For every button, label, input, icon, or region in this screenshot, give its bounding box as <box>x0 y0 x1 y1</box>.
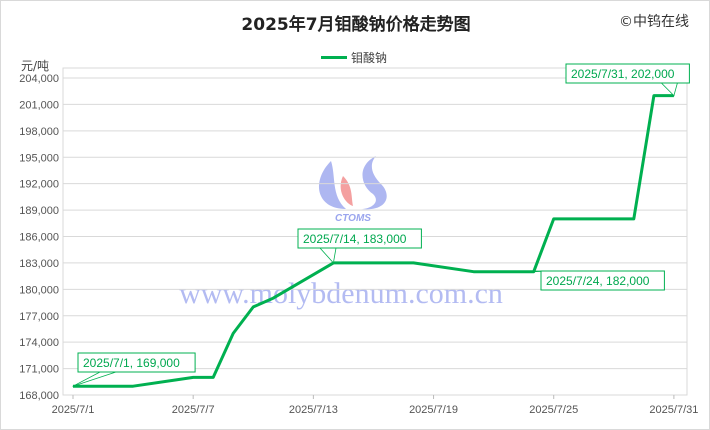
logo-text: CTOMS <box>335 213 371 224</box>
legend: 钼酸钠 <box>321 49 387 66</box>
annotation-box <box>565 63 690 84</box>
logo-mid-shape <box>340 176 353 206</box>
y-tick-label: 171,000 <box>19 364 59 376</box>
legend-label: 钼酸钠 <box>351 51 388 65</box>
copyright: ©中钨在线 <box>619 14 689 30</box>
data-point <box>372 262 374 264</box>
x-tick-label: 2025/7/31 <box>649 404 698 416</box>
data-point <box>653 95 655 97</box>
y-axis-label: 元/吨 <box>21 59 50 73</box>
y-tick-label: 204,000 <box>19 73 59 85</box>
data-point <box>232 332 234 334</box>
data-point <box>192 376 194 378</box>
data-point <box>513 271 515 273</box>
y-tick-label: 189,000 <box>19 205 59 217</box>
annotation-label: 2025/7/24, 182,000 <box>546 274 650 288</box>
annotation-label: 2025/7/31, 202,000 <box>571 67 675 81</box>
annotation-label: 2025/7/14, 183,000 <box>303 232 407 246</box>
x-tick-label: 2025/7/13 <box>289 404 338 416</box>
data-point <box>112 385 114 387</box>
data-point <box>473 271 475 273</box>
x-tick-label: 2025/7/25 <box>529 404 578 416</box>
annotation-box <box>77 352 196 373</box>
y-tick-label: 192,000 <box>19 179 59 191</box>
annotation-box <box>297 228 422 249</box>
annotation-pointer <box>72 371 117 387</box>
data-point <box>392 262 394 264</box>
data-point <box>613 218 615 220</box>
annotation-pointer <box>319 247 337 264</box>
data-point <box>553 218 555 220</box>
data-point <box>493 271 495 273</box>
y-tick-label: 180,000 <box>19 284 59 296</box>
x-tick-label: 2025/7/7 <box>172 404 215 416</box>
x-tick-label: 2025/7/1 <box>52 404 95 416</box>
y-tick-label: 198,000 <box>19 126 59 138</box>
data-point <box>252 306 254 308</box>
y-tick-label: 201,000 <box>19 99 59 111</box>
watermark-site: www.molybdenum.com.cn <box>179 277 503 310</box>
logo-left-shape <box>319 161 346 209</box>
data-point <box>633 218 635 220</box>
data-point <box>92 385 94 387</box>
data-point <box>272 297 274 299</box>
x-tick-label: 2025/7/19 <box>409 404 458 416</box>
y-tick-label: 186,000 <box>19 232 59 244</box>
y-tick-label: 174,000 <box>19 337 59 349</box>
annotation-box <box>540 270 665 291</box>
y-tick-label: 195,000 <box>19 152 59 164</box>
y-tick-label: 168,000 <box>19 390 59 402</box>
annotation-pointer <box>660 82 678 97</box>
legend-swatch <box>321 56 347 59</box>
annotation-label: 2025/7/1, 169,000 <box>83 356 180 370</box>
chart-title: 2025年7月钼酸钠价格走势图 <box>241 15 471 35</box>
data-point <box>212 376 214 378</box>
data-point <box>132 385 134 387</box>
logo-right-shape <box>361 156 387 210</box>
data-point <box>413 262 415 264</box>
y-tick-label: 177,000 <box>19 311 59 323</box>
data-point <box>352 262 354 264</box>
y-tick-label: 183,000 <box>19 258 59 270</box>
